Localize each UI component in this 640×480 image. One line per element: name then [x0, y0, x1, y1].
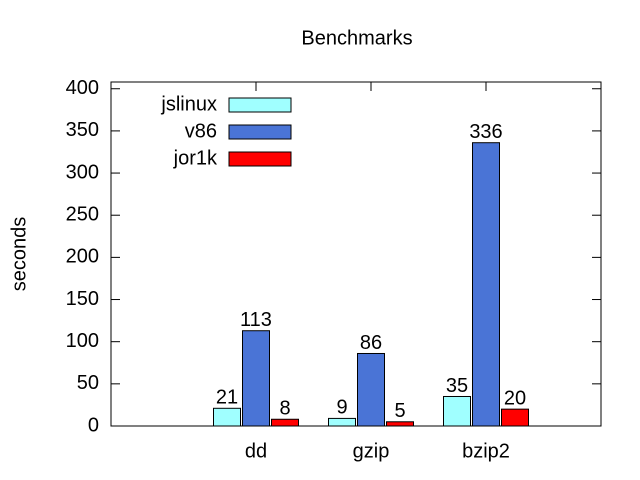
bar	[242, 330, 270, 427]
bar	[443, 395, 471, 427]
bar	[357, 352, 385, 427]
x-tick-label: gzip	[353, 440, 390, 462]
value-label: 9	[336, 397, 347, 419]
bar	[472, 142, 500, 427]
chart-title: Benchmarks	[301, 27, 412, 49]
value-label: 20	[504, 387, 526, 409]
y-tick-label: 150	[66, 288, 99, 310]
value-label: 86	[360, 332, 382, 354]
y-axis-label: seconds	[8, 217, 30, 292]
value-label: 8	[279, 398, 290, 420]
legend-label: jslinux	[160, 93, 217, 115]
value-label: 113	[240, 309, 272, 331]
bar	[328, 417, 356, 427]
y-tick-label: 200	[66, 246, 99, 268]
legend-swatch	[228, 151, 292, 167]
y-tick-label: 0	[88, 414, 99, 436]
bar	[213, 407, 241, 427]
value-label: 35	[446, 375, 468, 397]
value-label: 21	[216, 387, 238, 409]
x-tick-label: dd	[245, 440, 267, 462]
y-tick-label: 400	[66, 77, 99, 99]
y-tick-label: 250	[66, 203, 99, 225]
legend-swatch	[228, 97, 292, 113]
value-label: 5	[394, 400, 405, 422]
legend-label: jor1k	[173, 147, 218, 169]
value-label: 336	[469, 121, 502, 143]
bar	[386, 421, 414, 427]
bar	[271, 418, 299, 427]
legend-swatch	[228, 124, 292, 140]
x-tick-label: bzip2	[462, 440, 510, 462]
y-tick-label: 100	[66, 330, 99, 352]
bar	[501, 408, 529, 427]
y-tick-label: 350	[66, 119, 99, 141]
legend-label: v86	[185, 120, 217, 142]
y-tick-label: 300	[66, 161, 99, 183]
y-tick-label: 50	[77, 372, 99, 394]
